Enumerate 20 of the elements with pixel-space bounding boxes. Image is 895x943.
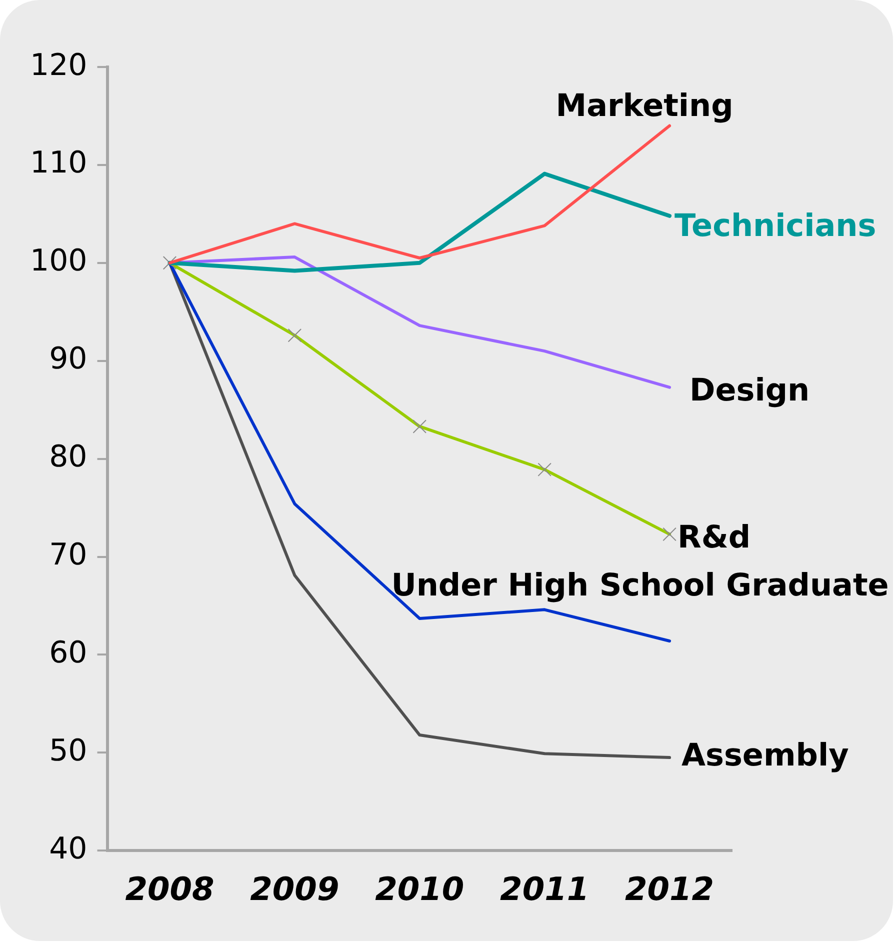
y-tick-label: 80 xyxy=(49,440,88,475)
x-tick-label: 2008 xyxy=(125,870,214,908)
y-tick-label: 50 xyxy=(49,733,88,768)
y-tick-label: 90 xyxy=(49,342,88,377)
x-tick-label: 2009 xyxy=(250,870,340,908)
y-tick-label: 100 xyxy=(30,244,88,279)
series-label: Design xyxy=(690,372,810,408)
series-label: R&d xyxy=(678,519,751,556)
series-label: Under High School Graduate xyxy=(391,568,889,604)
y-tick-label: 120 xyxy=(30,48,88,83)
y-tick-label: 40 xyxy=(49,831,88,866)
series-label: Assembly xyxy=(682,738,849,774)
y-tick-label: 70 xyxy=(49,538,88,573)
series-label: Technicians xyxy=(674,208,876,244)
series-label: Marketing xyxy=(556,88,734,124)
y-tick-label: 60 xyxy=(49,635,88,670)
x-tick-label: 2012 xyxy=(624,870,714,908)
x-tick-label: 2011 xyxy=(500,870,590,908)
y-tick-label: 110 xyxy=(30,146,88,181)
x-tick-label: 2010 xyxy=(375,870,464,908)
